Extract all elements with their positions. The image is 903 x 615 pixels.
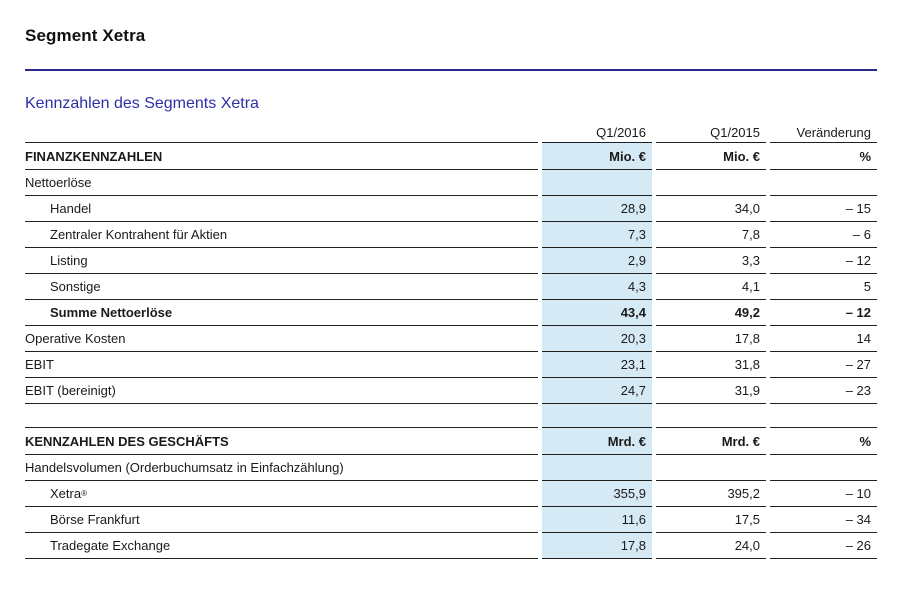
table-row	[25, 404, 877, 428]
table-row: Operative Kosten 20,3 17,8 14	[25, 326, 877, 352]
column-header-q1-2016: Q1/2016	[542, 123, 652, 143]
report-content: Segment Xetra Kennzahlen des Segments Xe…	[25, 0, 877, 559]
cell-veraenderung: – 34	[770, 507, 877, 533]
row-label: Operative Kosten	[25, 326, 538, 352]
page-title: Segment Xetra	[25, 26, 146, 45]
table-row: Zentraler Kontrahent für Aktien 7,3 7,8– 6	[25, 222, 877, 248]
table-row: Summe Nettoerlöse 43,4 49,2– 12	[25, 300, 877, 326]
cell-veraenderung: %	[770, 143, 877, 170]
row-label: KENNZAHLEN DES GESCHÄFTS	[25, 428, 538, 455]
table-row: Tradegate Exchange 17,8 24,0– 26	[25, 533, 877, 559]
cell-veraenderung: – 27	[770, 352, 877, 378]
cell-q1-2016: 28,9	[542, 196, 652, 222]
cell-q1-2015: Mrd. €	[656, 428, 766, 455]
column-header-label	[25, 123, 538, 143]
table-row: EBIT (bereinigt) 24,7 31,9– 23	[25, 378, 877, 404]
column-header-q1-2015: Q1/2015	[656, 123, 766, 143]
table-row: Listing 2,9 3,3– 12	[25, 248, 877, 274]
cell-q1-2016: 2,9	[542, 248, 652, 274]
cell-q1-2016	[542, 404, 652, 428]
row-label: Nettoerlöse	[25, 170, 538, 196]
cell-q1-2015: 31,8	[656, 352, 766, 378]
cell-q1-2015: 17,8	[656, 326, 766, 352]
cell-q1-2015: 49,2	[656, 300, 766, 326]
cell-q1-2016: 7,3	[542, 222, 652, 248]
cell-q1-2016: Mio. €	[542, 143, 652, 170]
cell-q1-2016: 23,1	[542, 352, 652, 378]
cell-q1-2015	[656, 170, 766, 196]
cell-q1-2016: 17,8	[542, 533, 652, 559]
cell-veraenderung: – 23	[770, 378, 877, 404]
row-label: EBIT (bereinigt)	[25, 378, 538, 404]
cell-q1-2015: 24,0	[656, 533, 766, 559]
cell-veraenderung	[770, 170, 877, 196]
cell-q1-2016: 20,3	[542, 326, 652, 352]
row-label: FINANZKENNZAHLEN	[25, 143, 538, 170]
cell-q1-2016: 11,6	[542, 507, 652, 533]
cell-veraenderung: – 10	[770, 481, 877, 507]
row-label: Handel	[25, 196, 538, 222]
cell-veraenderung: – 6	[770, 222, 877, 248]
kennzahlen-table: Q1/2016 Q1/2015 Veränderung FINANZKENNZA…	[25, 123, 877, 559]
cell-q1-2016: 355,9	[542, 481, 652, 507]
row-label: Sonstige	[25, 274, 538, 300]
row-label: Listing	[25, 248, 538, 274]
table-row: Handel 28,9 34,0– 15	[25, 196, 877, 222]
row-label: Zentraler Kontrahent für Aktien	[25, 222, 538, 248]
row-label: Tradegate Exchange	[25, 533, 538, 559]
cell-q1-2015: 31,9	[656, 378, 766, 404]
row-label: Xetra ®	[25, 481, 538, 507]
cell-q1-2015: 4,1	[656, 274, 766, 300]
table-row: Handelsvolumen (Orderbuchumsatz in Einfa…	[25, 455, 877, 481]
table-row: Börse Frankfurt 11,6 17,5– 34	[25, 507, 877, 533]
cell-q1-2015: 7,8	[656, 222, 766, 248]
row-label: Börse Frankfurt	[25, 507, 538, 533]
row-label: EBIT	[25, 352, 538, 378]
cell-veraenderung	[770, 455, 877, 481]
table-heading: Kennzahlen des Segments Xetra	[25, 95, 259, 112]
cell-q1-2016: 43,4	[542, 300, 652, 326]
cell-veraenderung	[770, 404, 877, 428]
cell-veraenderung: 5	[770, 274, 877, 300]
cell-q1-2015: Mio. €	[656, 143, 766, 170]
cell-q1-2016	[542, 170, 652, 196]
table-row: KENNZAHLEN DES GESCHÄFTS Mrd. € Mrd. €%	[25, 428, 877, 455]
cell-q1-2015: 395,2	[656, 481, 766, 507]
cell-veraenderung: – 15	[770, 196, 877, 222]
cell-q1-2016: Mrd. €	[542, 428, 652, 455]
cell-veraenderung: – 12	[770, 300, 877, 326]
column-header-veraenderung: Veränderung	[770, 123, 877, 143]
cell-q1-2016	[542, 455, 652, 481]
table-row: FINANZKENNZAHLEN Mio. € Mio. €%	[25, 143, 877, 170]
cell-q1-2016: 4,3	[542, 274, 652, 300]
title-rule	[25, 69, 877, 71]
cell-q1-2015: 17,5	[656, 507, 766, 533]
cell-q1-2015	[656, 404, 766, 428]
table-header-row: Q1/2016 Q1/2015 Veränderung	[25, 123, 877, 143]
table-row: Xetra ® 355,9 395,2– 10	[25, 481, 877, 507]
cell-veraenderung: %	[770, 428, 877, 455]
cell-q1-2015: 34,0	[656, 196, 766, 222]
cell-q1-2015: 3,3	[656, 248, 766, 274]
cell-q1-2015	[656, 455, 766, 481]
cell-veraenderung: – 26	[770, 533, 877, 559]
table-row: EBIT 23,1 31,8– 27	[25, 352, 877, 378]
row-label: Handelsvolumen (Orderbuchumsatz in Einfa…	[25, 455, 538, 481]
table-row: Sonstige 4,3 4,1 5	[25, 274, 877, 300]
row-label	[25, 404, 538, 428]
table-row: Nettoerlöse	[25, 170, 877, 196]
row-label: Summe Nettoerlöse	[25, 300, 538, 326]
cell-veraenderung: 14	[770, 326, 877, 352]
cell-q1-2016: 24,7	[542, 378, 652, 404]
cell-veraenderung: – 12	[770, 248, 877, 274]
